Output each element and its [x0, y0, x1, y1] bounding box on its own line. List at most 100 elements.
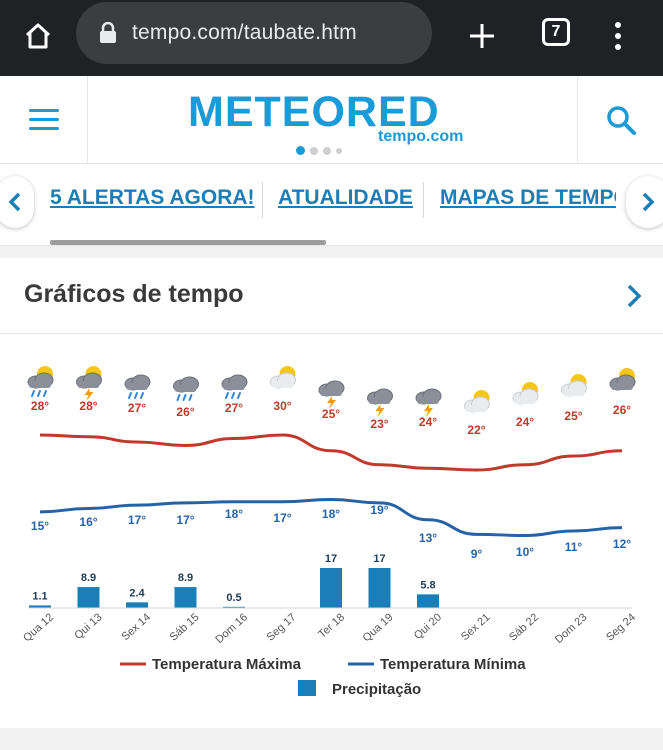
legend-precip-swatch: [298, 680, 316, 696]
max-temp-label: 22°: [467, 423, 485, 437]
precip-bar: [29, 605, 51, 608]
site-logo[interactable]: METEORED: [188, 88, 440, 136]
nav-divider: [262, 182, 263, 218]
precip-bar: [126, 602, 148, 608]
weather-icon: [415, 388, 442, 417]
nav-item-mapas[interactable]: MAPAS DE TEMPO: [440, 186, 616, 209]
precip-label: 17: [325, 553, 337, 565]
min-temp-label: 11°: [565, 540, 583, 554]
plus-icon: [470, 24, 494, 48]
precip-bar: [368, 568, 391, 608]
day-label: Dom 23: [553, 611, 590, 646]
chevron-right-icon: [642, 192, 655, 212]
precip-label: 0.5: [226, 592, 241, 604]
nav-item-atualidade[interactable]: ATUALIDADE: [278, 186, 413, 209]
url-text[interactable]: tempo.com/taubate.htm: [132, 21, 357, 44]
home-icon: [25, 23, 51, 49]
day-label: Qui 20: [412, 611, 444, 642]
precip-label: 1.1: [32, 590, 47, 602]
browser-toolbar: tempo.com/taubate.htm 7: [0, 0, 663, 76]
hamburger-menu-button[interactable]: [0, 76, 88, 163]
max-temp-label: 28°: [31, 399, 49, 413]
tabs-button[interactable]: 7: [542, 18, 570, 46]
weather-icon: [27, 366, 54, 397]
site-logo-subtitle: tempo.com: [378, 128, 464, 145]
precip-label: 17: [373, 553, 385, 565]
site-header: METEORED tempo.com: [0, 76, 663, 164]
day-label: Sáb 15: [168, 611, 202, 643]
max-temp-label: 24°: [516, 415, 534, 429]
day-label: Qui 13: [72, 611, 104, 642]
day-label: Sáb 22: [507, 611, 541, 643]
precip-label: 8.9: [178, 572, 193, 584]
min-temp-label: 19°: [370, 503, 388, 517]
day-label: Ter 18: [316, 611, 347, 640]
address-bar[interactable]: tempo.com/taubate.htm: [76, 2, 432, 64]
max-temp-label: 23°: [370, 417, 388, 431]
precip-label: 8.9: [81, 572, 96, 584]
section-header[interactable]: Gráficos de tempo: [0, 258, 663, 334]
home-button[interactable]: [16, 14, 60, 58]
max-temp-line: [39, 433, 623, 472]
weather-icon: [318, 380, 345, 409]
nav-prev-button[interactable]: [0, 176, 34, 228]
max-temp-label: 30°: [273, 399, 291, 413]
precip-bar: [223, 606, 245, 608]
precip-bar: [417, 594, 439, 608]
min-temp-label: 17°: [176, 513, 194, 527]
weather-icon: [512, 382, 539, 405]
max-temp-label: 27°: [128, 401, 146, 415]
min-temp-label: 15°: [31, 519, 49, 533]
day-label: Sex 14: [120, 611, 153, 643]
carousel-dots: [296, 146, 342, 155]
nav-next-button[interactable]: [626, 176, 663, 228]
section-footer-band: [0, 728, 663, 750]
day-label: Seg 17: [265, 611, 299, 643]
min-temp-label: 17°: [273, 511, 291, 525]
max-temp-label: 25°: [564, 409, 582, 423]
precip-label: 5.8: [420, 579, 435, 591]
max-temp-label: 28°: [79, 399, 97, 413]
precip-bar: [77, 587, 100, 608]
min-temp-label: 16°: [79, 515, 97, 529]
max-temp-label: 24°: [419, 415, 437, 429]
day-label: Qua 19: [361, 611, 396, 644]
min-temp-label: 18°: [225, 507, 243, 521]
max-temp-label: 27°: [225, 401, 243, 415]
nav-track: 5 ALERTAS AGORA! ATUALIDADE MAPAS DE TEM…: [50, 164, 616, 234]
chevron-right-icon: [627, 284, 642, 308]
min-temp-label: 13°: [419, 531, 437, 545]
nav-item-alertas[interactable]: 5 ALERTAS AGORA!: [50, 186, 255, 209]
more-menu-button[interactable]: [603, 14, 633, 58]
max-temp-label: 26°: [613, 403, 631, 417]
chevron-left-icon: [8, 192, 21, 212]
min-temp-label: 18°: [322, 507, 340, 521]
max-temp-label: 26°: [176, 405, 194, 419]
min-temp-label: 17°: [128, 513, 146, 527]
section-spacer: [0, 246, 663, 258]
min-temp-line: [39, 497, 623, 538]
precip-label: 2.4: [129, 587, 145, 599]
min-temp-label: 12°: [613, 537, 631, 551]
lock-icon: [100, 22, 116, 43]
weather-icon: [270, 366, 296, 389]
min-temp-label: 9°: [471, 547, 483, 561]
day-label: Qua 12: [21, 611, 56, 644]
more-vert-icon: [615, 22, 621, 28]
precip-bar: [174, 587, 197, 608]
section-title: Gráficos de tempo: [24, 280, 244, 308]
legend-min-label: Temperatura Mínima: [380, 656, 526, 673]
search-button[interactable]: [577, 76, 663, 163]
new-tab-button[interactable]: [460, 14, 504, 58]
min-temp-label: 10°: [516, 545, 534, 559]
weather-icon: [76, 366, 102, 401]
day-label: Seg 24: [604, 611, 638, 643]
nav-strip: 5 ALERTAS AGORA! ATUALIDADE MAPAS DE TEM…: [0, 164, 663, 246]
day-label: Dom 16: [213, 611, 250, 646]
nav-scrollbar[interactable]: [50, 240, 326, 245]
weather-icon: [367, 388, 393, 417]
max-temp-label: 25°: [322, 407, 340, 421]
weather-icon: [124, 374, 151, 399]
weather-chart-svg: 28° 28° 27° 26° 27° 30° 25° 23° 24° 22° 24° 25° 26° 1…: [21, 366, 638, 698]
